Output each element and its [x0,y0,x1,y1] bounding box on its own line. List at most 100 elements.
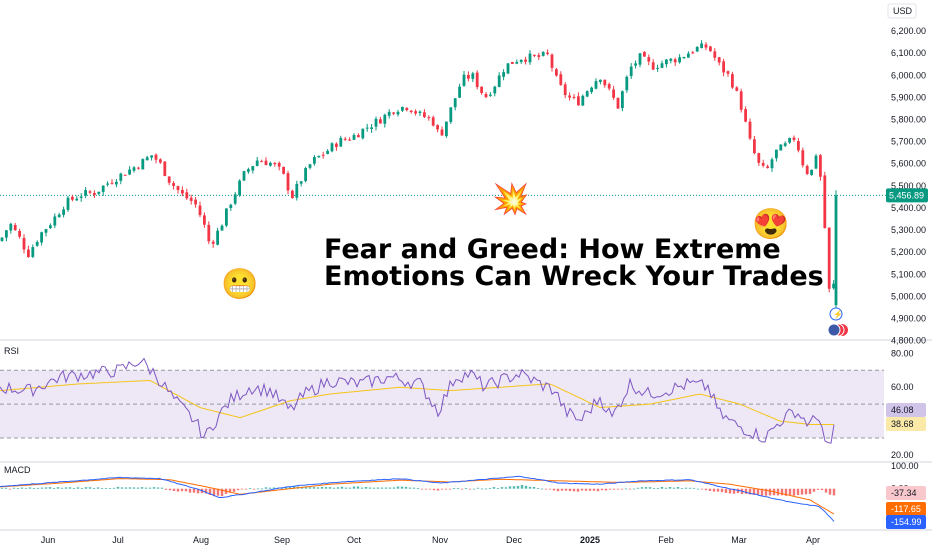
candle-body [497,75,501,87]
price-tick-label: 6,000.00 [891,70,926,80]
macd-hist-bar [188,488,192,493]
candle-body [797,141,800,151]
macd-hist-bar [268,487,272,489]
candle-body [49,225,52,229]
candle-body [97,191,101,194]
candle-body [106,183,109,185]
price-axis: 6,200.00 6,100.00 6,000.00 5,900.00 5,800.00… [891,26,926,346]
macd-hist-bar [140,487,144,489]
candle-body [779,144,783,151]
macd-hist-bar [148,487,152,489]
candle-body [308,164,312,168]
candle-body [84,190,87,196]
candle-body [317,155,321,158]
candle-body [669,58,673,61]
candle-body [343,138,347,140]
macd-hist-bar [136,487,140,489]
lightning-icon[interactable] [829,307,843,321]
macd-hist-bar [432,488,436,491]
macd-hist-bar [632,488,636,490]
candle-body [757,153,761,163]
candle-body [163,161,167,176]
candle-body [453,98,457,108]
candle-body [101,185,105,192]
candle-body [431,117,435,126]
macd-hist-bar [716,488,720,492]
macd-hist-bar [556,488,560,492]
macd-hist-bar [536,488,540,489]
macd-hist-bar [332,487,336,489]
macd-hist-bar [420,488,424,490]
candle-body [713,51,717,58]
macd-hist-bar [764,488,768,496]
candle-body [132,167,136,171]
candle-body [484,94,488,98]
macd-hist-bar [704,488,708,491]
macd-hist-bar [208,488,212,495]
macd-hist-bar [408,487,412,489]
macd-hist-bar [452,488,456,490]
macd-hist-bar [592,488,596,491]
macd-hist-bar [812,488,816,492]
macd-hist-bar [728,488,732,494]
macd-hist-bar [292,485,296,489]
macd-hist-bar [808,488,812,495]
currency-box[interactable] [887,3,917,19]
candle-body [216,230,219,245]
macd-value-badge [886,515,926,529]
flag-event-icon-1[interactable] [827,323,841,337]
macd-hist-bar [184,488,188,492]
candle-body [695,46,699,52]
macd-hist-bar [372,487,376,489]
candle-body [269,162,272,166]
macd-hist-bar [16,488,20,489]
macd-hist-bar [524,485,528,489]
candle-body [154,154,158,160]
macd-hist-bar [328,487,332,489]
candle-body [555,69,558,76]
macd-hist-bar [548,488,552,490]
candle-body [511,61,514,64]
macd-hist-bar [4,487,8,489]
macd-hist-bar [180,488,184,492]
macd-hist-bar [532,486,536,489]
macd-hist-bar [584,488,588,491]
candle-body [304,168,307,182]
rsi-label: RSI [4,346,19,356]
candle-body [159,159,162,163]
macd-hist-bar [724,488,728,493]
macd-hist-bar [568,488,572,492]
candle-body [607,84,611,89]
macd-hist-bar [12,487,16,489]
candle-body [541,52,545,56]
macd-hist-bar [800,488,804,495]
macd-hist-value-label: -37.34 [891,488,917,498]
macd-hist-bar [644,487,648,489]
candle-body [700,43,703,49]
candle-body [766,166,769,168]
candle-body [282,166,285,174]
x-tick-label: 2025 [580,535,600,545]
macd-line [0,475,835,522]
candle-body [418,111,422,114]
macd-hist-bar [692,487,696,489]
macd-hist-bar [636,487,640,489]
candle-body [5,230,8,238]
macd-value-label: -154.99 [891,517,922,527]
macd-hist-bar [504,487,508,489]
candle-body [475,72,479,88]
candle-body [189,197,193,201]
macd-hist-bar [20,487,24,489]
candle-body [709,46,712,52]
candle-body [264,160,268,166]
candle-body [251,166,255,171]
candle-body [335,143,338,147]
macd-hist-bar [780,488,784,496]
macd-hist-bar [52,488,56,490]
candle-body [717,57,721,63]
candle-body [361,128,365,139]
macd-hist-bar [128,487,132,489]
candle-body [181,189,184,194]
candle-body [599,79,602,83]
macd-hist-bar [48,487,52,489]
